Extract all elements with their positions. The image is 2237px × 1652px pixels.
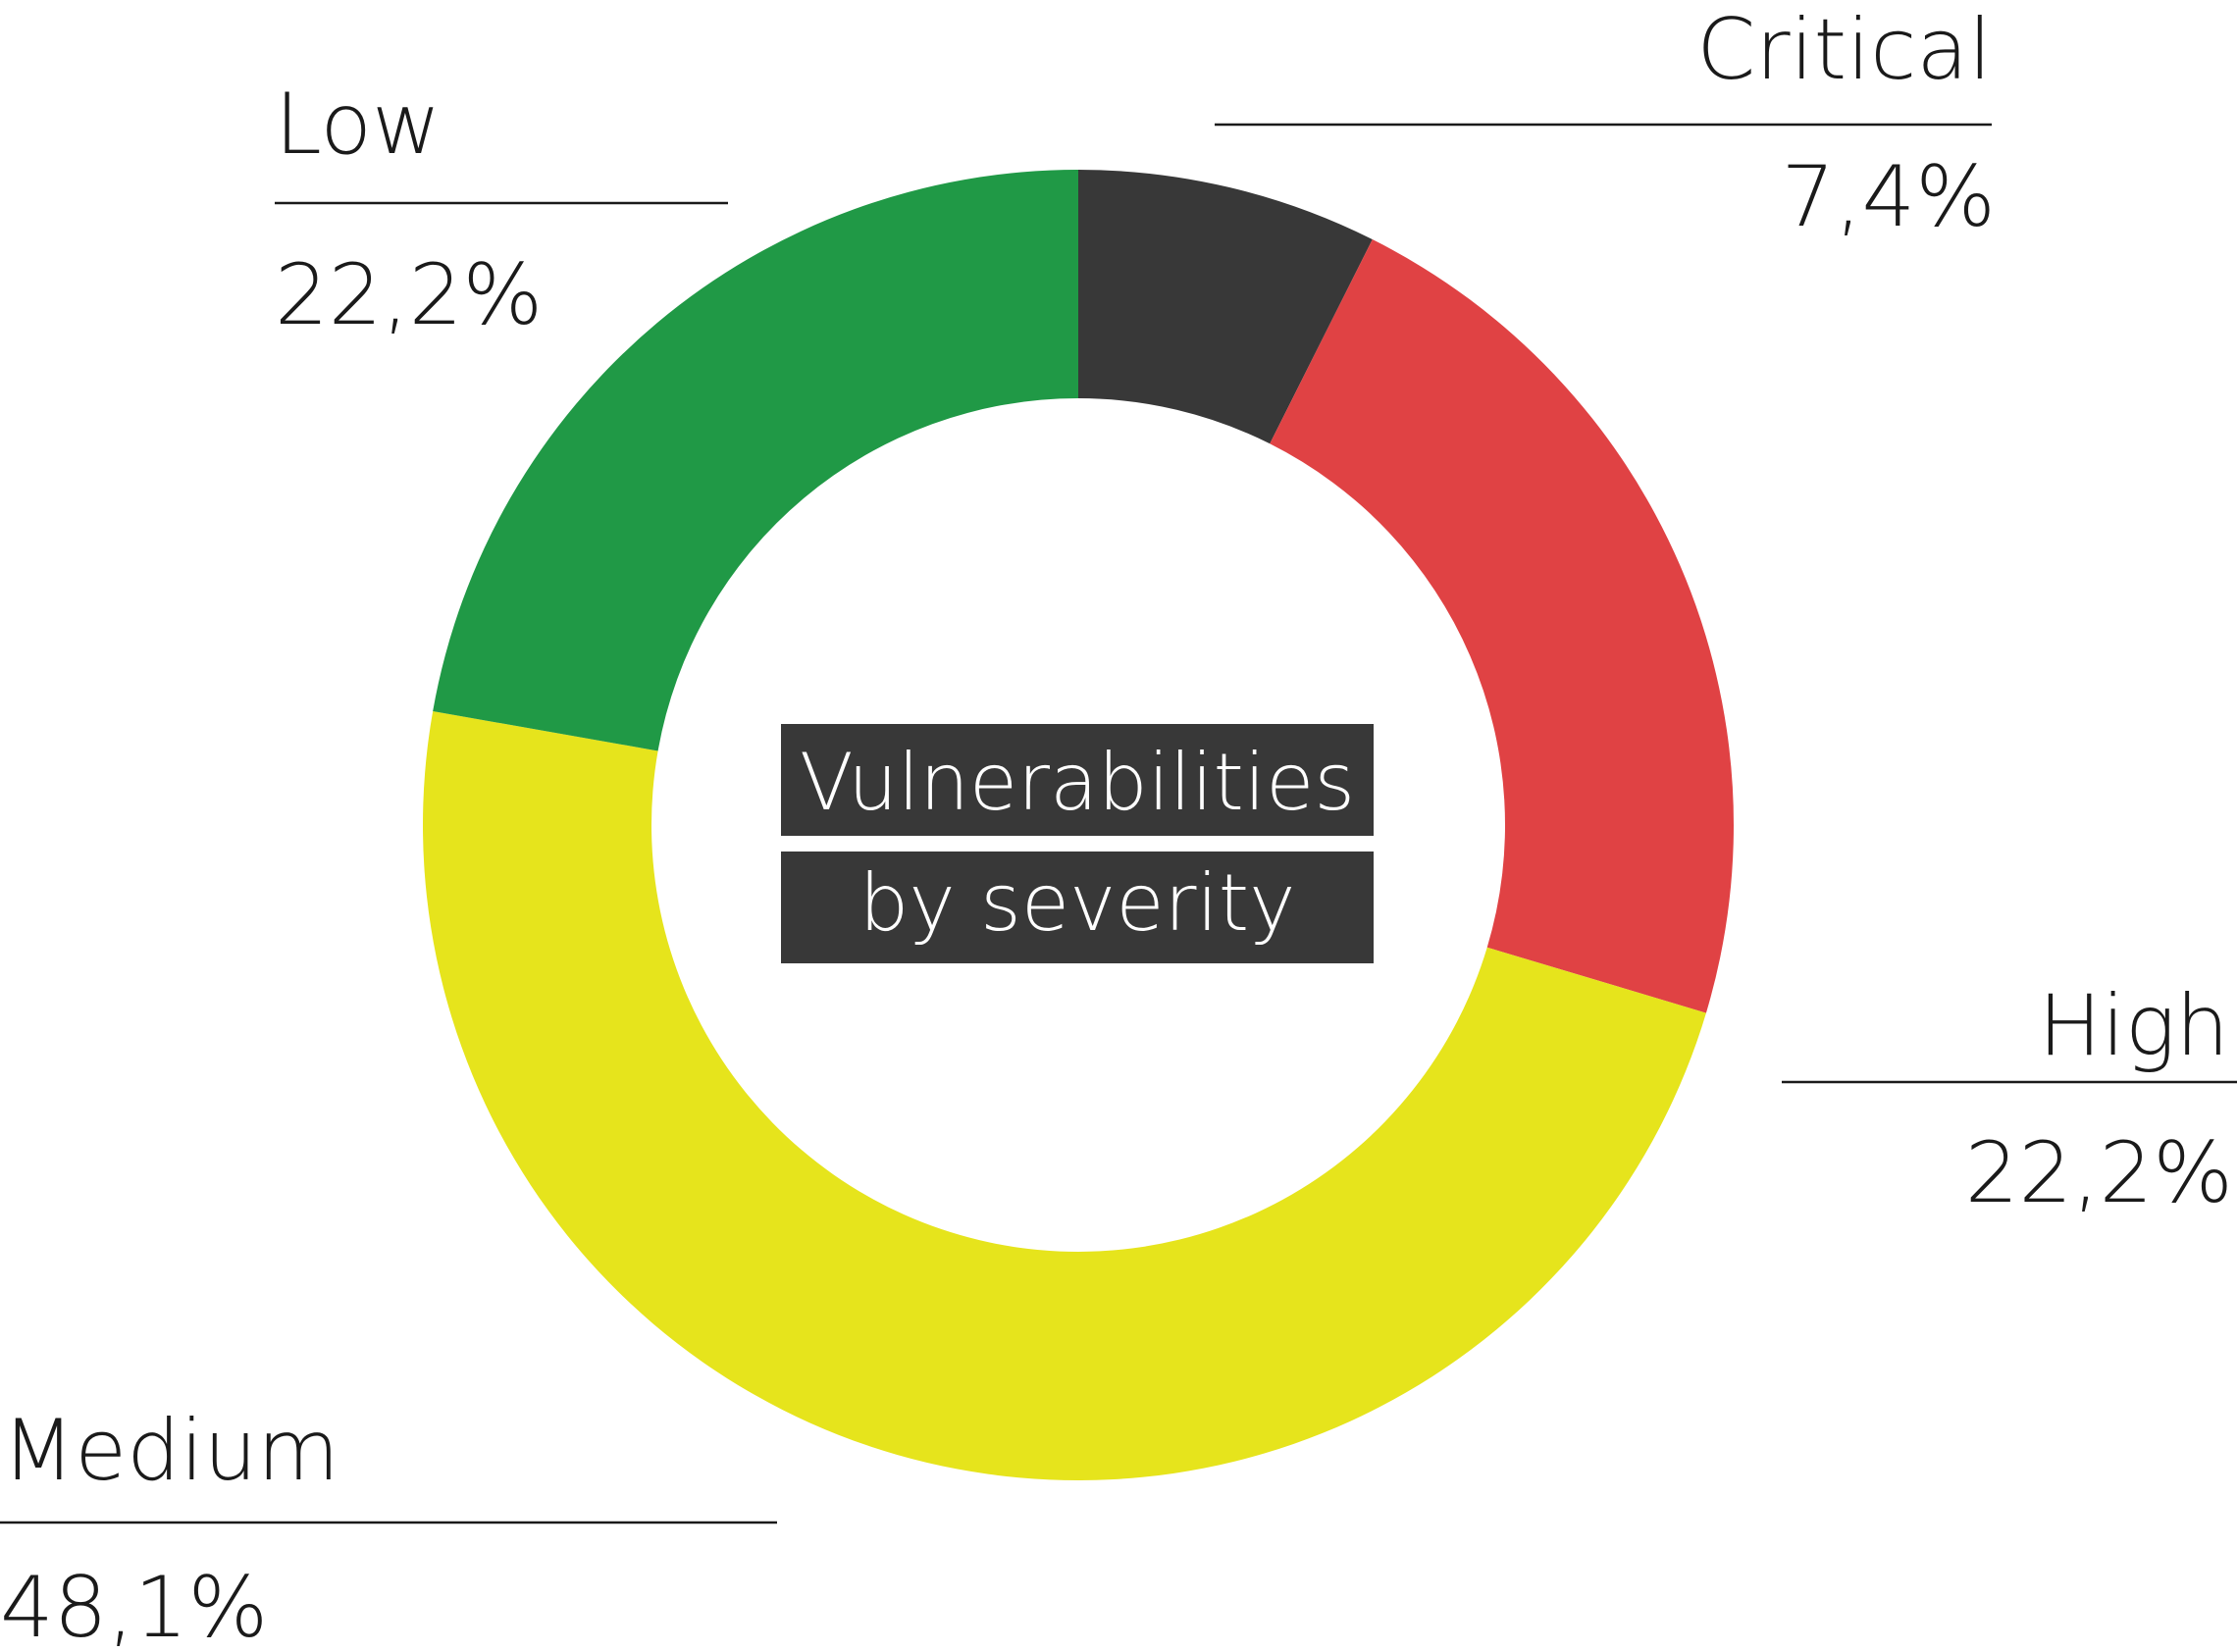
- slice-critical: [1078, 170, 1373, 444]
- chart-title-line1: Vulnerabilities: [800, 737, 1355, 828]
- label-medium-name: Medium: [2, 1402, 339, 1500]
- chart-title-line2: by severity: [859, 857, 1296, 949]
- label-critical: Critical 7,4%: [1215, 1, 1996, 246]
- chart-title-box-line2: [781, 852, 1374, 963]
- donut-slices: [422, 170, 1734, 1481]
- chart-title-box-line1: [781, 724, 1374, 836]
- label-low-name: Low: [275, 76, 441, 174]
- slice-low: [433, 170, 1078, 751]
- label-low-value: 22,2%: [275, 246, 543, 344]
- slice-medium: [422, 711, 1706, 1481]
- label-high: High 22,2%: [1782, 977, 2237, 1222]
- chart-title: Vulnerabilities by severity: [781, 724, 1374, 963]
- slice-high: [1270, 239, 1734, 1013]
- label-critical-name: Critical: [1696, 1, 1992, 99]
- label-low: Low 22,2%: [275, 76, 728, 344]
- label-medium-value: 48,1%: [0, 1559, 268, 1652]
- label-high-value: 22,2%: [1965, 1124, 2233, 1222]
- label-medium: Medium 48,1%: [0, 1402, 777, 1652]
- label-high-name: High: [2038, 977, 2229, 1075]
- label-critical-value: 7,4%: [1782, 148, 1997, 246]
